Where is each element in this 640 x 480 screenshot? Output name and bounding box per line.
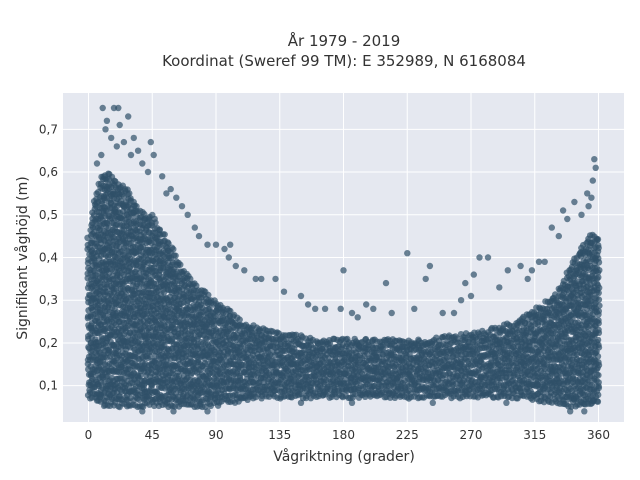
scatter-point-outlier [139, 160, 146, 167]
scatter-point-outlier [125, 113, 132, 120]
scatter-point [595, 326, 602, 333]
scatter-point-outlier [227, 241, 234, 248]
scatter-point-outlier [163, 190, 170, 197]
scatter-point [595, 296, 603, 303]
scatter-point-outlier [134, 147, 142, 154]
scatter-point [595, 379, 602, 386]
scatter-point-outlier [426, 262, 434, 270]
scatter-point-outlier [102, 126, 109, 133]
scatter-point [595, 391, 602, 399]
scatter-point-outlier [178, 203, 186, 210]
scatter-point-outlier [476, 254, 483, 261]
scatter-point-outlier [127, 151, 135, 159]
scatter-point-outlier [467, 292, 475, 300]
scatter-point-outlier [232, 262, 239, 270]
scatter-point-outlier [98, 151, 105, 159]
scatter-point [596, 267, 603, 274]
scatter-point-outlier [241, 267, 248, 274]
scatter-point [133, 203, 140, 210]
scatter-point-outlier [252, 275, 259, 283]
scatter-point [172, 252, 179, 259]
scatter-point-outlier [115, 104, 122, 112]
scatter-point [594, 398, 602, 405]
scatter-point-outlier [212, 241, 220, 248]
scatter-point [595, 255, 602, 262]
scatter-point-outlier [280, 288, 288, 295]
scatter-point-outlier [404, 250, 411, 257]
scatter-point-outlier [116, 121, 123, 129]
scatter-point-outlier [99, 104, 106, 112]
scatter-point-outlier [204, 241, 211, 248]
scatter-point-outlier [484, 254, 492, 261]
scatter-point [156, 226, 163, 233]
scatter-point [595, 242, 602, 249]
scatter-point-outlier [113, 143, 121, 150]
scatter-point-outlier [354, 314, 361, 321]
scatter-point-outlier [363, 301, 370, 308]
scatter-point [595, 307, 602, 315]
scatter-point-outlier [388, 309, 395, 317]
scatter-point-outlier [150, 151, 157, 159]
scatter-point-outlier [450, 309, 458, 317]
scatter-point [596, 302, 603, 309]
scatter-point [170, 246, 177, 253]
scatter-point [161, 231, 168, 238]
scatter-point-outlier [173, 194, 180, 201]
scatter-point-outlier [272, 275, 279, 283]
scatter-point-outlier [103, 117, 111, 125]
scatter-point-outlier [297, 292, 305, 300]
scatter-point-outlier [258, 275, 265, 283]
scatter-point [135, 285, 142, 292]
scatter-point-outlier [225, 254, 232, 261]
scatter-point-outlier [130, 134, 137, 142]
scatter-point-outlier [439, 309, 446, 317]
scatter-point-outlier [191, 224, 198, 231]
scatter-point-outlier [184, 211, 191, 218]
scatter-points [84, 104, 603, 415]
scatter-point [177, 261, 184, 268]
scatter-point [595, 372, 602, 379]
scatter-point [594, 336, 602, 344]
scatter-point-outlier [304, 301, 312, 308]
scatter-point [165, 240, 172, 247]
scatter-point-outlier [120, 138, 128, 146]
scatter-point-outlier [340, 267, 347, 274]
scatter-point-outlier [144, 168, 152, 176]
scatter-point-outlier [195, 232, 203, 240]
scatter-point-outlier [108, 134, 115, 142]
scatter-point-outlier [370, 305, 377, 312]
scatter-point-outlier [462, 279, 469, 287]
scatter-point-outlier [312, 305, 319, 312]
scatter-point [595, 359, 602, 366]
scatter-point [594, 236, 602, 243]
scatter-point-outlier [411, 305, 418, 312]
scatter-point [152, 219, 159, 226]
scatter-point-outlier [93, 160, 101, 167]
scatter-point-outlier [470, 271, 477, 278]
scatter-point-outlier [159, 173, 166, 180]
scatter-point-outlier [382, 279, 390, 287]
scatter-point-outlier [221, 245, 228, 253]
scatter-point [595, 317, 602, 324]
scatter-point [105, 346, 113, 353]
scatter-point-outlier [422, 275, 429, 283]
scatter-point [594, 282, 601, 289]
scatter-point-outlier [348, 309, 356, 317]
scatter-point-outlier [321, 305, 329, 312]
scatter-point [126, 190, 133, 197]
scatter-point-outlier [147, 138, 154, 146]
scatter-point [594, 353, 602, 360]
scatter-point [137, 372, 144, 379]
scatter-point-outlier [457, 297, 465, 304]
scatter-point-outlier [337, 305, 344, 312]
